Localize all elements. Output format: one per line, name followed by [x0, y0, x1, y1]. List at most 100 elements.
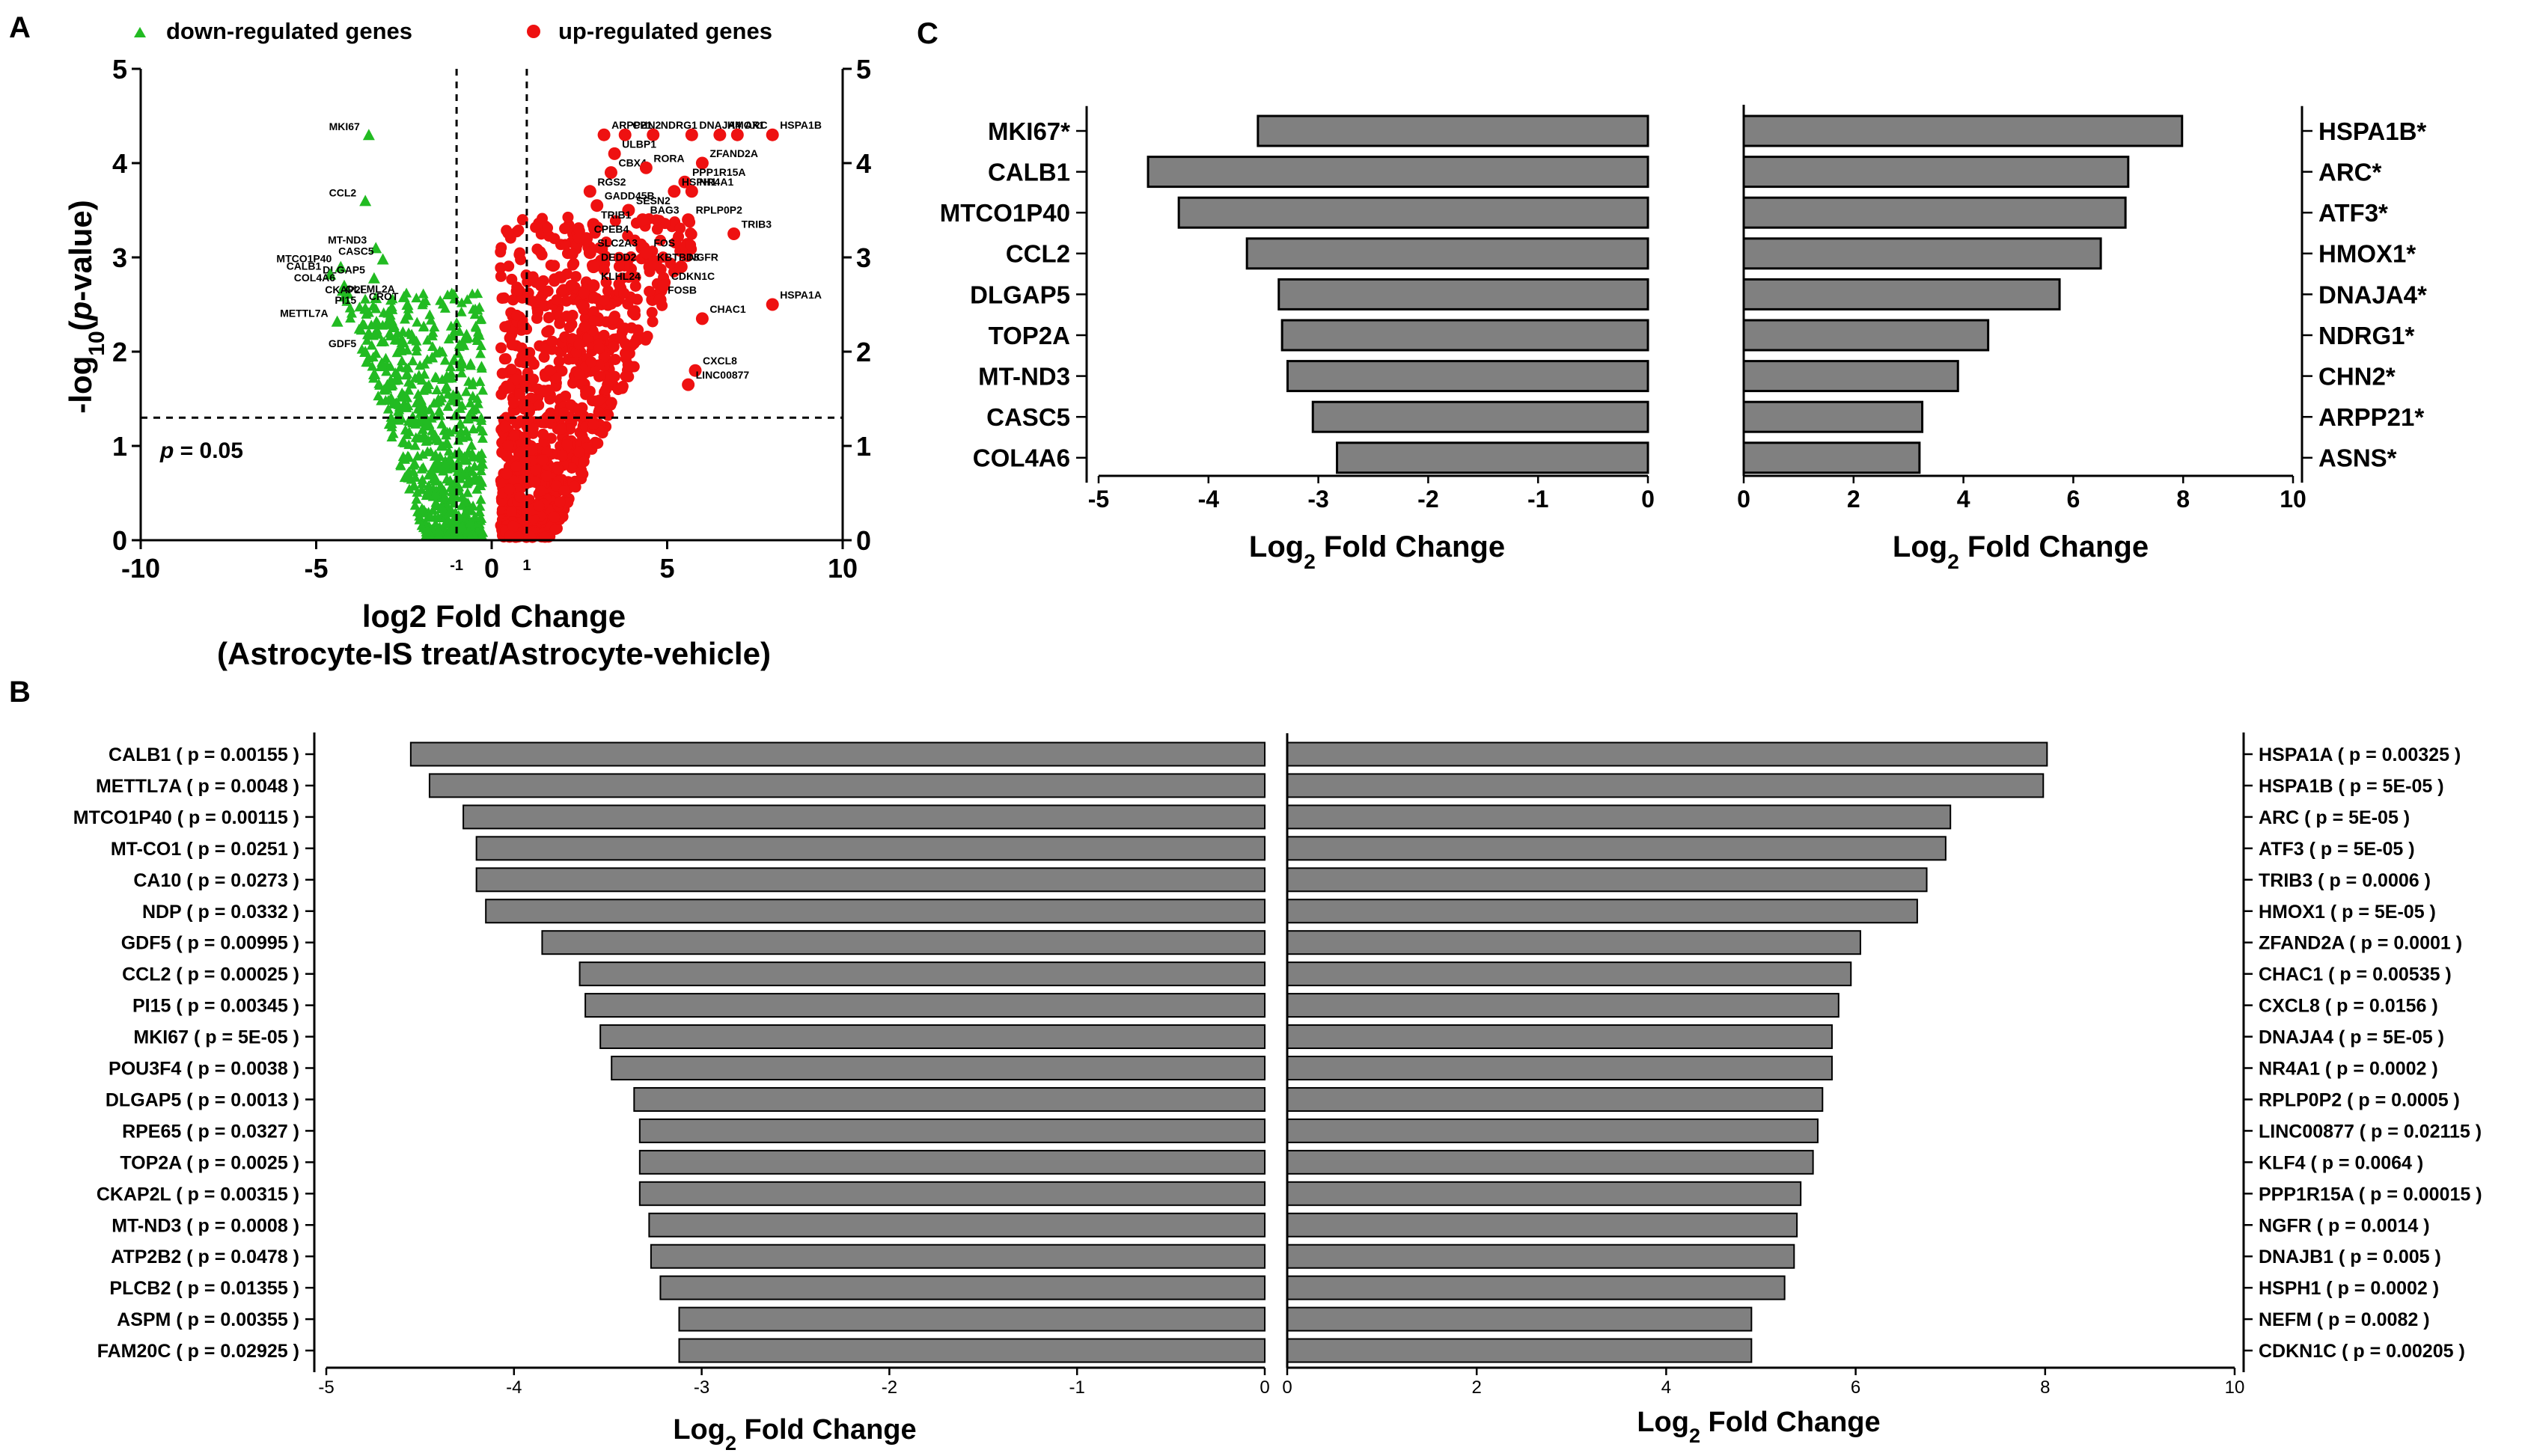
- up-gene-point: [556, 450, 568, 462]
- b-up-category-label: HMOX1 ( p = 5E-05 ): [2259, 902, 2436, 923]
- down-gene-point: [448, 288, 460, 299]
- down-gene-point: [465, 530, 476, 541]
- up-gene-point: [496, 293, 508, 305]
- down-gene-point: [436, 441, 447, 451]
- up-gene-point: [507, 397, 519, 409]
- volcano-y-tick-label-right: 3: [856, 242, 871, 273]
- up-gene-labeled-point: [636, 213, 650, 227]
- b-up-category-label: LINC00877 ( p = 0.02115 ): [2259, 1121, 2482, 1142]
- b-up-category-label: DNAJA4 ( p = 5E-05 ): [2259, 1027, 2444, 1048]
- volcano-y-tick-label-right: 0: [856, 525, 871, 556]
- down-gene-point: [462, 487, 473, 498]
- up-gene-label: SESN2: [636, 195, 671, 207]
- down-gene-point: [389, 334, 400, 345]
- up-gene-point: [570, 271, 581, 283]
- up-gene-point: [506, 506, 518, 518]
- down-gene-labeled-point: [367, 272, 380, 284]
- up-gene-point: [559, 223, 571, 235]
- down-gene-label: CCL2: [329, 186, 357, 198]
- b-down-value-tick-label: -3: [694, 1377, 709, 1398]
- down-gene-point: [361, 334, 373, 345]
- down-gene-point: [477, 527, 488, 537]
- volcano-y-tick-label-left: 2: [112, 337, 127, 367]
- c-down-category-label: CASC5: [986, 403, 1070, 431]
- b-up-bar: [1286, 804, 1952, 830]
- up-gene-labeled-point: [727, 227, 741, 240]
- c-up-bar: [1742, 441, 1921, 474]
- volcano-y-title-paren: (: [63, 320, 98, 331]
- up-gene-point: [598, 329, 610, 341]
- b-down-category-label: FAM20C ( p = 0.02925 ): [97, 1341, 299, 1362]
- down-gene-point: [385, 295, 397, 305]
- volcano-y-tick-label-right: 2: [856, 337, 871, 367]
- down-gene-point: [395, 460, 406, 471]
- c-down-bar: [1177, 196, 1649, 229]
- down-gene-point: [474, 348, 486, 358]
- up-gene-point: [613, 251, 625, 263]
- down-gene-label: GDF5: [329, 337, 357, 349]
- down-gene-point: [386, 302, 397, 312]
- down-gene-point: [385, 361, 396, 371]
- volcano-y-title-rest: -value): [63, 200, 98, 301]
- c-up-bar: [1742, 196, 2127, 229]
- up-gene-point: [537, 453, 549, 465]
- c-up-value-tick-label: 10: [2280, 486, 2306, 513]
- down-gene-labeled-point: [397, 290, 410, 302]
- down-gene-point: [403, 472, 414, 483]
- b-down-value-tick-label: -1: [1069, 1377, 1085, 1398]
- down-gene-point: [449, 424, 460, 435]
- volcano-plot: down-regulated genes up-regulated genes …: [63, 18, 871, 671]
- up-gene-point: [568, 480, 580, 492]
- down-gene-point: [408, 480, 419, 491]
- b-down-bar: [462, 804, 1266, 830]
- b-up-bar: [1286, 1244, 1795, 1269]
- up-gene-label: HSPA1B: [780, 119, 822, 131]
- up-gene-label: HSPH1: [682, 176, 717, 188]
- down-gene-point: [474, 314, 486, 325]
- up-gene-point: [549, 260, 561, 272]
- b-down-category-label: CKAP2L ( p = 0.00315 ): [97, 1184, 299, 1205]
- up-gene-labeled-point: [668, 185, 681, 198]
- up-gene-point: [558, 407, 570, 419]
- up-gene-point: [626, 307, 638, 319]
- b-down-bar: [678, 1338, 1266, 1363]
- up-gene-point: [600, 276, 612, 288]
- down-gene-labeled-point: [338, 279, 351, 291]
- down-gene-point: [439, 355, 451, 365]
- down-gene-point: [360, 293, 371, 304]
- b-up-category-label: HSPH1 ( p = 0.0002 ): [2259, 1278, 2439, 1299]
- b-down-category-label: NDP ( p = 0.0332 ): [142, 902, 299, 923]
- up-gene-point: [499, 420, 511, 432]
- up-gene-point: [578, 287, 590, 299]
- down-gene-point: [406, 329, 418, 340]
- b-up-value-tick-label: 0: [1282, 1377, 1292, 1398]
- down-gene-point: [411, 293, 422, 303]
- down-gene-point: [367, 361, 378, 371]
- c-down-category-label: CALB1: [988, 158, 1070, 186]
- up-gene-point: [513, 284, 525, 296]
- c-up-category-label: ASNS*: [2318, 444, 2397, 472]
- down-gene-point: [388, 322, 400, 332]
- down-gene-point: [418, 462, 429, 472]
- b-up-bar: [1286, 1086, 1824, 1112]
- c-down-category-label: MKI67*: [988, 117, 1070, 145]
- c-right-xt-sub: 2: [1947, 550, 1959, 573]
- volcano-threshold-tick-label: -1: [450, 557, 463, 574]
- b-up-category-label: ZFAND2A ( p = 0.0001 ): [2259, 933, 2462, 954]
- up-gene-point: [567, 259, 578, 271]
- up-gene-point: [540, 470, 552, 482]
- up-gene-point: [593, 343, 605, 355]
- up-gene-point: [592, 438, 604, 450]
- up-gene-label: RORA: [653, 152, 684, 164]
- c-up-value-tick-label: 6: [2067, 486, 2080, 513]
- b-up-category-label: RPLP0P2 ( p = 0.0005 ): [2259, 1089, 2460, 1110]
- up-gene-point: [543, 311, 555, 323]
- up-gene-point: [629, 280, 641, 292]
- down-gene-point: [402, 368, 413, 379]
- down-gene-point: [443, 507, 454, 518]
- up-gene-point: [650, 214, 662, 226]
- down-gene-point: [445, 367, 457, 378]
- volcano-y-tick-label-right: 4: [856, 148, 871, 179]
- volcano-legend: down-regulated genes up-regulated genes: [134, 18, 772, 44]
- c-down-bar: [1245, 237, 1649, 270]
